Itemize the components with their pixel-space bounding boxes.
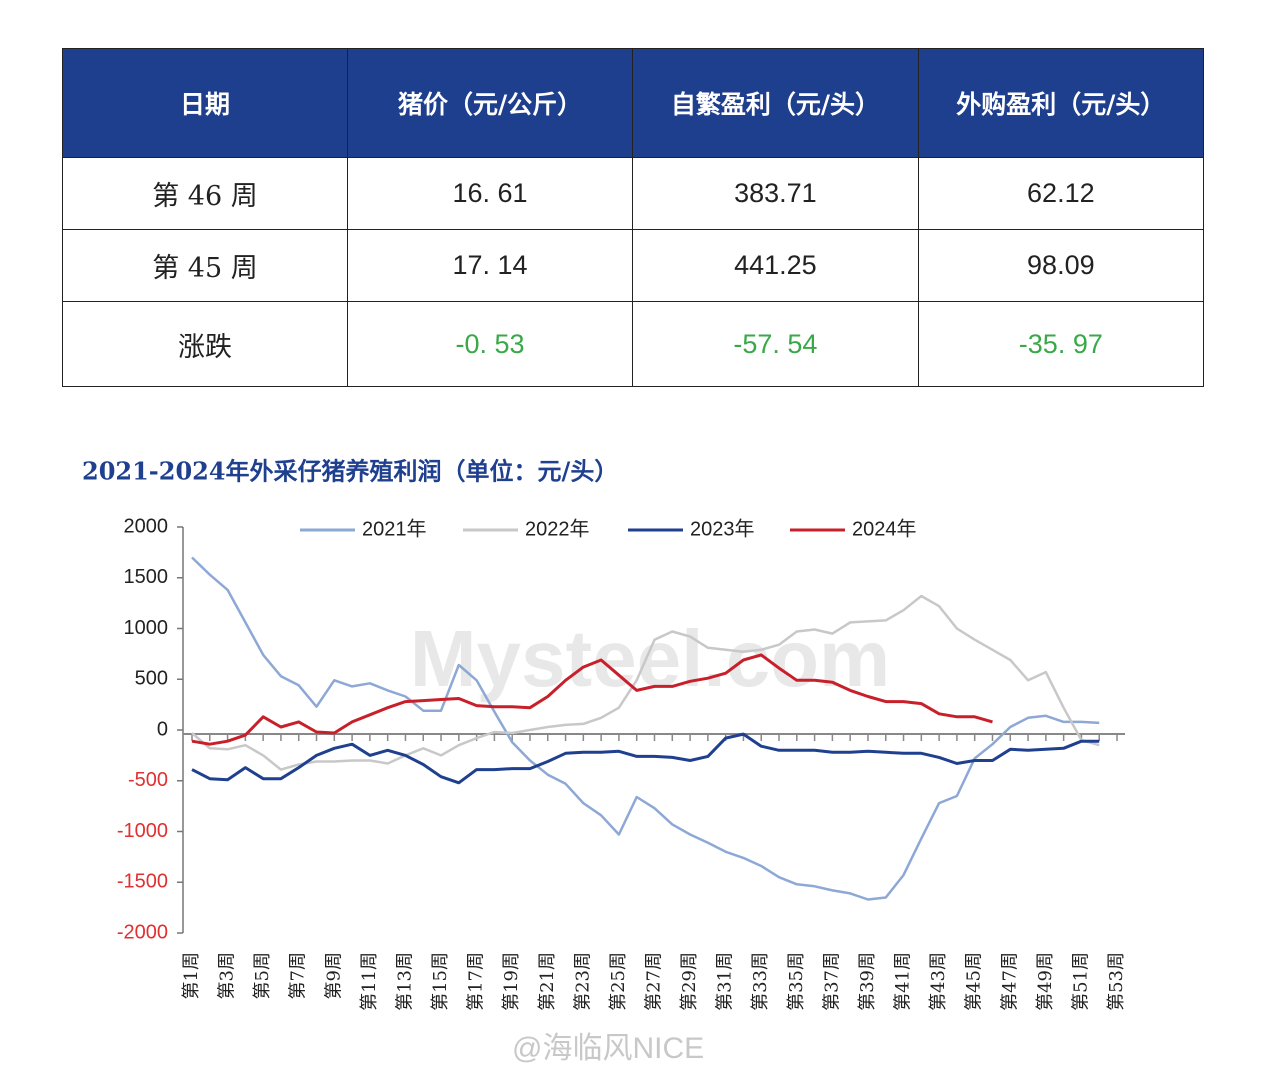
x-tick-label: 第49周 xyxy=(1035,952,1056,1011)
legend-label: 2024年 xyxy=(852,517,917,540)
x-tick-label: 第1周 xyxy=(181,952,202,999)
table-cell: -57. 54 xyxy=(632,301,919,387)
series-line xyxy=(191,732,1100,785)
x-tick-label: 第43周 xyxy=(928,952,949,1011)
table-cell: 383.71 xyxy=(632,157,919,230)
table-cell: 16. 61 xyxy=(346,157,634,230)
table-cell: 98.09 xyxy=(917,229,1205,302)
table-row: 第 46 周 16. 61 383.71 62.12 xyxy=(62,157,1205,230)
y-tick-label: 1000 xyxy=(124,617,169,639)
y-tick-label: 2000 xyxy=(124,515,169,537)
x-tick-label: 第27周 xyxy=(644,952,665,1011)
watermark: @海临风NICE xyxy=(512,1032,704,1065)
x-tick-label: 第21周 xyxy=(537,952,558,1011)
table-cell: 17. 14 xyxy=(346,229,634,302)
table-cell: 441.25 xyxy=(632,229,919,302)
header-cell: 日期 xyxy=(62,48,348,158)
series-line xyxy=(191,653,993,746)
series-line xyxy=(191,556,1100,901)
table-cell: 第 46 周 xyxy=(62,157,348,230)
table-cell: -35. 97 xyxy=(917,301,1205,387)
y-tick-label: 0 xyxy=(157,718,168,740)
y-tick-label: 1500 xyxy=(124,566,169,588)
series-line xyxy=(191,594,1100,771)
y-tick-label: -500 xyxy=(128,769,168,791)
header-cell: 自繁盈利（元/头） xyxy=(632,48,919,158)
x-tick-label: 第45周 xyxy=(964,952,985,1011)
y-tick-label: -1000 xyxy=(117,820,168,842)
x-tick-label: 第47周 xyxy=(999,952,1020,1011)
y-tick-label: -2000 xyxy=(117,921,168,943)
x-tick-label: 第23周 xyxy=(572,952,593,1011)
x-tick-label: 第19周 xyxy=(501,952,522,1011)
legend-label: 2023年 xyxy=(690,517,755,540)
x-tick-label: 第3周 xyxy=(217,952,238,999)
table-cell: 62.12 xyxy=(917,157,1205,230)
x-tick-label: 第31周 xyxy=(715,952,736,1011)
x-tick-label: 第15周 xyxy=(430,952,451,1011)
x-tick-label: 第7周 xyxy=(288,952,309,999)
y-tick-label: 500 xyxy=(135,668,168,690)
legend-label: 2022年 xyxy=(525,517,590,540)
table-row: 第 45 周 17. 14 441.25 98.09 xyxy=(62,229,1205,302)
table-cell: 第 45 周 xyxy=(62,229,348,302)
x-tick-label: 第33周 xyxy=(750,952,771,1011)
table-row: 涨跌 -0. 53 -57. 54 -35. 97 xyxy=(62,301,1205,387)
header-cell: 外购盈利（元/头） xyxy=(917,48,1205,158)
chart-title: 2021-2024年外采仔猪养殖利润（单位：元/头） xyxy=(82,457,618,486)
x-tick-label: 第11周 xyxy=(359,952,380,1011)
x-tick-label: 第17周 xyxy=(466,952,487,1011)
x-tick-label: 第51周 xyxy=(1070,952,1091,1011)
x-tick-label: 第25周 xyxy=(608,952,629,1011)
x-tick-label: 第5周 xyxy=(252,952,273,999)
summary-table: 日期 猪价（元/公斤） 自繁盈利（元/头） 外购盈利（元/头）第 46 周 16. 61… xyxy=(62,48,1205,387)
x-tick-label: 第29周 xyxy=(679,952,700,1011)
x-tick-label: 第41周 xyxy=(893,952,914,1011)
x-tick-label: 第53周 xyxy=(1106,952,1127,1011)
header-row: 日期 猪价（元/公斤） 自繁盈利（元/头） 外购盈利（元/头） xyxy=(62,48,1205,158)
x-tick-label: 第9周 xyxy=(323,952,344,999)
legend-label: 2021年 xyxy=(362,517,427,540)
table-cell: -0. 53 xyxy=(346,301,634,387)
x-tick-label: 第37周 xyxy=(821,952,842,1011)
x-tick-label: 第35周 xyxy=(786,952,807,1011)
table-cell: 涨跌 xyxy=(62,301,348,387)
x-tick-label: 第39周 xyxy=(857,952,878,1011)
y-tick-label: -1500 xyxy=(117,871,168,893)
x-tick-label: 第13周 xyxy=(394,952,415,1011)
